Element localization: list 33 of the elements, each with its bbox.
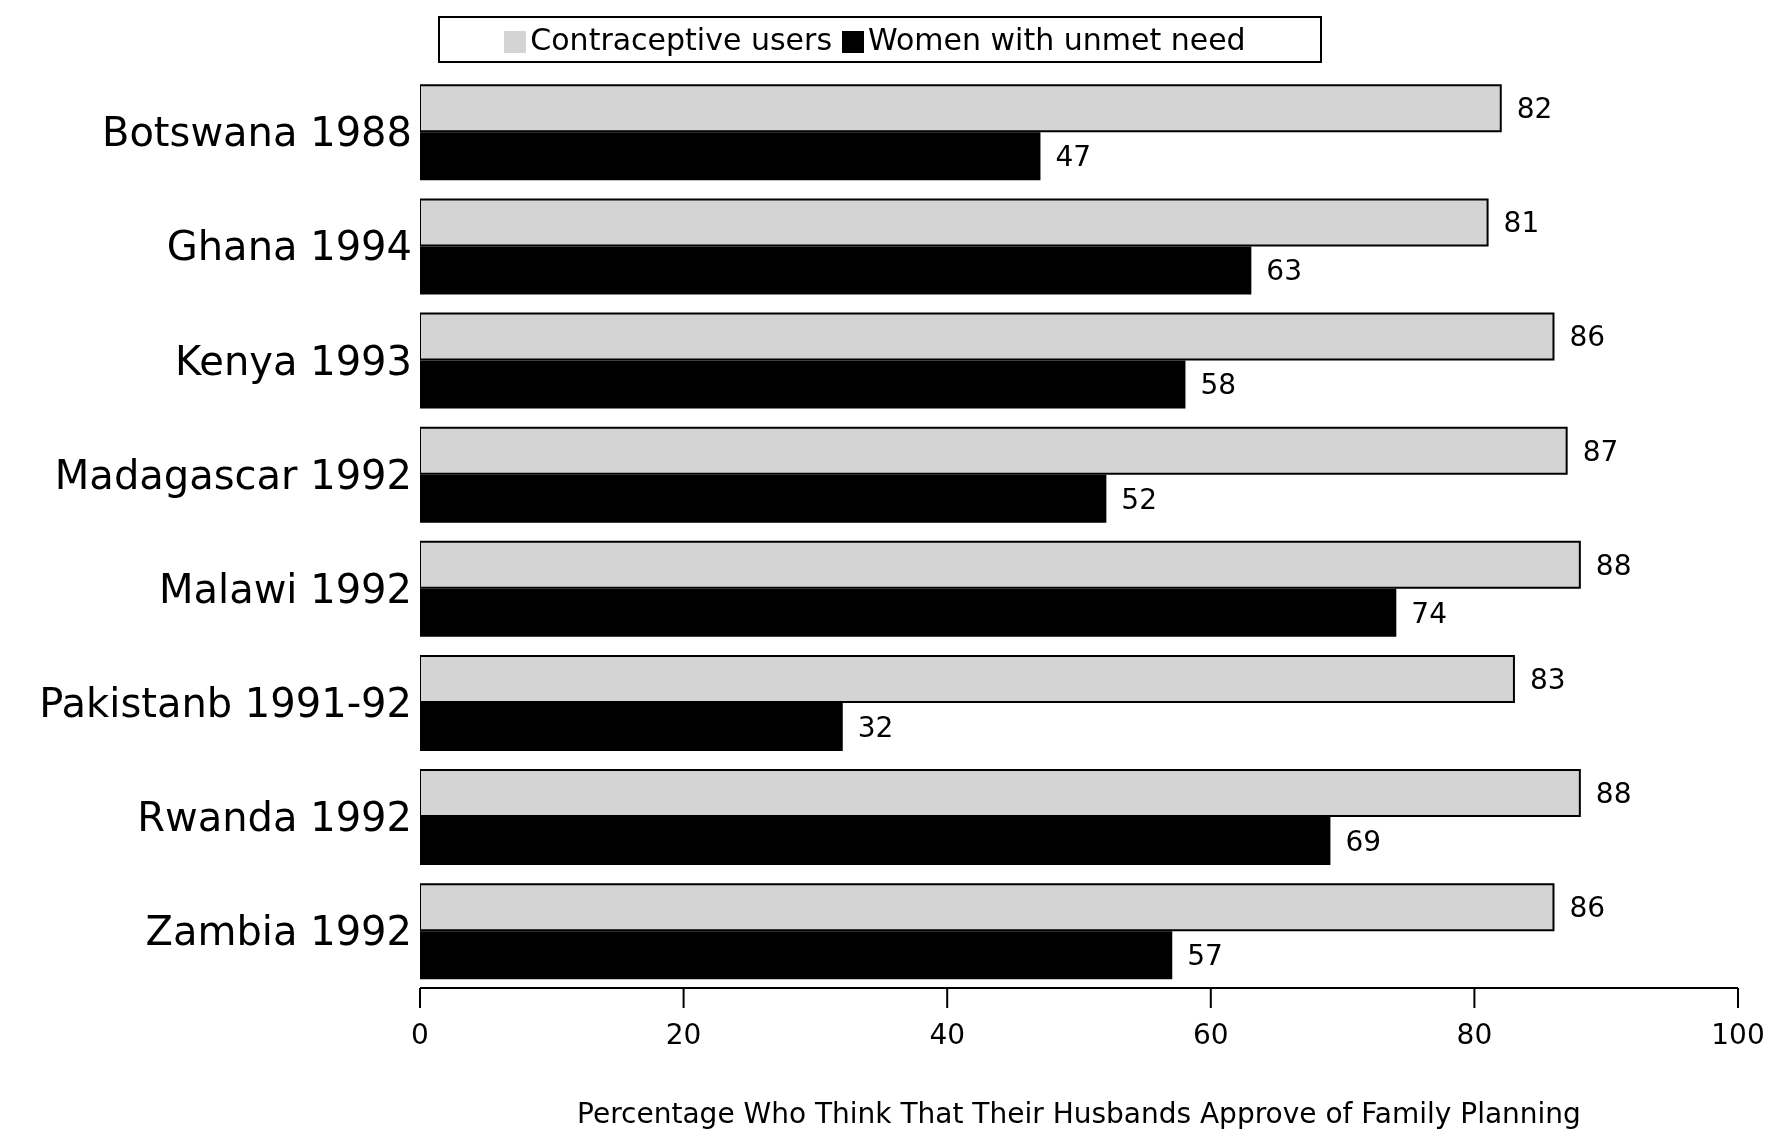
data-label: 69 xyxy=(1345,824,1382,858)
x-axis-title: Percentage Who Think That Their Husbands Approve of Family Planning xyxy=(577,1097,1581,1130)
y-tick-label: Botswana 1988 xyxy=(101,109,412,156)
y-tick-label: Ghana 1994 xyxy=(166,223,412,270)
y-tick-label: Rwanda 1992 xyxy=(137,794,412,841)
y-tick-label: Malawi 1992 xyxy=(159,565,412,612)
data-label: 57 xyxy=(1187,939,1223,973)
data-label: 81 xyxy=(1503,206,1540,240)
y-tick-label: Pakistanb 1991-92 xyxy=(39,679,412,726)
y-tick-label: Kenya 1993 xyxy=(175,337,412,384)
x-tick-label: 60 xyxy=(1192,1017,1229,1051)
data-label: 74 xyxy=(1411,596,1447,630)
data-label: 82 xyxy=(1516,92,1553,126)
data-label: 63 xyxy=(1266,254,1302,288)
legend-label: Contraceptive users xyxy=(530,22,833,57)
data-label: 52 xyxy=(1121,482,1157,516)
data-label: 83 xyxy=(1529,662,1566,696)
y-tick-label: Zambia 1992 xyxy=(145,908,412,955)
data-label: 88 xyxy=(1595,776,1632,810)
data-label: 88 xyxy=(1595,548,1632,582)
x-tick-label: 100 xyxy=(1711,1017,1765,1051)
x-tick-label: 0 xyxy=(411,1017,429,1051)
x-tick-label: 20 xyxy=(665,1017,702,1051)
data-label: 58 xyxy=(1200,368,1237,402)
data-label: 86 xyxy=(1569,891,1606,925)
data-label: 47 xyxy=(1055,140,1092,174)
x-tick-label: 40 xyxy=(929,1017,966,1051)
data-label: 32 xyxy=(857,710,894,744)
data-label: 87 xyxy=(1582,434,1619,468)
y-tick-label: Madagascar 1992 xyxy=(54,451,412,498)
data-label: 86 xyxy=(1569,320,1606,354)
legend-label: Women with unmet need xyxy=(868,22,1246,57)
x-tick-label: 80 xyxy=(1456,1017,1493,1051)
